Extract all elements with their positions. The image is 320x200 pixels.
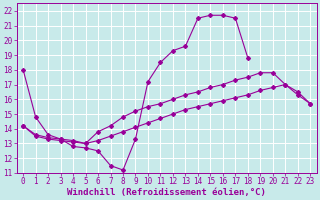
- X-axis label: Windchill (Refroidissement éolien,°C): Windchill (Refroidissement éolien,°C): [67, 188, 266, 197]
